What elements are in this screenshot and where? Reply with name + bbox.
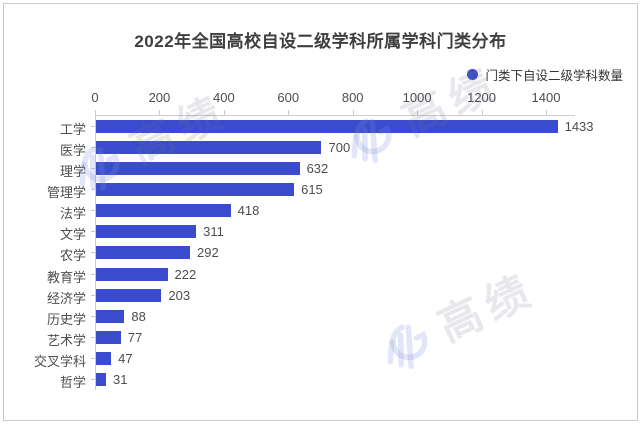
value-label: 632 — [306, 161, 329, 177]
bar — [96, 141, 322, 155]
bar — [96, 246, 191, 260]
bar-row: 交叉学科 47 — [34, 348, 575, 369]
category-label: 理学 — [59, 164, 86, 180]
bar — [96, 183, 295, 197]
bar — [96, 372, 106, 386]
y-tick-mark — [91, 210, 96, 212]
y-tick-mark — [91, 189, 96, 191]
category-label: 交叉学科 — [33, 353, 86, 369]
bar-row: 医学 700 — [60, 137, 575, 158]
category-label: 文学 — [59, 227, 86, 243]
bar — [96, 204, 231, 218]
bar-row: 经济学 203 — [47, 285, 575, 306]
legend-label: 门类下自设二级学科数量 — [485, 69, 623, 83]
x-tick-mark — [352, 110, 354, 115]
x-tick-label: 400 — [212, 90, 235, 105]
bar-row: 教育学 222 — [47, 264, 575, 285]
category-label: 管理学 — [46, 185, 86, 201]
value-label: 77 — [127, 329, 143, 345]
x-tick-label: 600 — [277, 90, 300, 105]
value-label: 311 — [203, 224, 224, 240]
value-label: 700 — [328, 140, 351, 156]
bar — [96, 225, 197, 239]
bar — [96, 267, 168, 281]
y-tick-mark — [91, 336, 96, 338]
value-label: 615 — [301, 182, 323, 198]
y-tick-mark — [91, 315, 96, 317]
bar-row: 理学 632 — [60, 158, 575, 179]
value-label: 292 — [197, 245, 219, 261]
bar-row: 农学 292 — [60, 242, 575, 263]
category-label: 哲学 — [59, 374, 86, 390]
category-label: 教育学 — [46, 269, 86, 285]
value-label: 222 — [174, 266, 197, 282]
category-label: 工学 — [59, 122, 86, 137]
y-tick-mark — [91, 126, 96, 127]
bar-row: 艺术学 77 — [47, 327, 575, 348]
x-tick-mark — [223, 110, 225, 115]
x-tick-mark — [159, 110, 161, 115]
bar — [96, 330, 121, 344]
legend-dot-icon — [467, 69, 479, 80]
value-label: 1433 — [564, 119, 594, 134]
category-label: 法学 — [59, 206, 86, 222]
x-tick-mark — [288, 110, 290, 115]
x-tick-mark — [417, 110, 419, 115]
x-tick-mark — [481, 110, 483, 115]
chart-card: 2022年全国高校自设二级学科所属学科门类分布 门类下自设二级学科数量 0 200… — [3, 3, 638, 421]
bar-row: 哲学 31 — [60, 369, 575, 390]
y-tick-mark — [91, 273, 96, 275]
bar — [96, 288, 162, 302]
value-label: 47 — [118, 350, 133, 366]
plot-area: 工学 1433 医学 700 理学 632 管理学 615 法学 418 文学 311 农学 292 教育学… — [34, 115, 594, 390]
bar-row: 工学 1433 — [60, 116, 594, 137]
x-tick-label: 800 — [341, 90, 364, 105]
category-label: 农学 — [59, 248, 86, 264]
y-tick-mark — [91, 147, 96, 149]
x-tick-label: 1200 — [467, 90, 497, 105]
value-label: 203 — [168, 287, 191, 303]
bar-row: 历史学 88 — [47, 306, 575, 327]
bar — [96, 162, 300, 176]
x-tick-label: 0 — [91, 90, 99, 105]
chart-title: 2022年全国高校自设二级学科所属学科门类分布 — [134, 32, 507, 51]
bar — [96, 351, 112, 365]
bar — [96, 309, 125, 323]
legend-item[interactable]: 门类下自设二级学科数量 — [467, 65, 623, 84]
x-tick-label: 1400 — [531, 90, 561, 105]
bar-row: 法学 418 — [60, 200, 575, 221]
x-axis: 0 200 400 600 800 1000 1200 1400 — [91, 90, 574, 115]
category-label: 艺术学 — [46, 332, 86, 348]
y-tick-mark — [91, 378, 96, 380]
category-label: 历史学 — [46, 311, 86, 327]
y-tick-mark — [91, 252, 96, 254]
y-tick-mark — [91, 294, 96, 296]
x-tick-mark — [545, 110, 547, 115]
bar-row: 文学 311 — [60, 221, 575, 242]
value-label: 31 — [112, 371, 128, 387]
x-tick-label: 1000 — [402, 90, 432, 105]
category-label: 经济学 — [46, 290, 86, 306]
y-tick-mark — [91, 231, 96, 233]
value-label: 418 — [237, 203, 260, 219]
value-label: 88 — [131, 308, 146, 324]
y-tick-mark — [91, 168, 96, 170]
y-tick-mark — [91, 357, 96, 359]
bar-row: 管理学 615 — [47, 179, 575, 200]
category-label: 医学 — [59, 143, 86, 159]
x-tick-label: 200 — [148, 90, 171, 105]
bar — [96, 120, 558, 133]
x-tick-mark — [95, 110, 96, 115]
